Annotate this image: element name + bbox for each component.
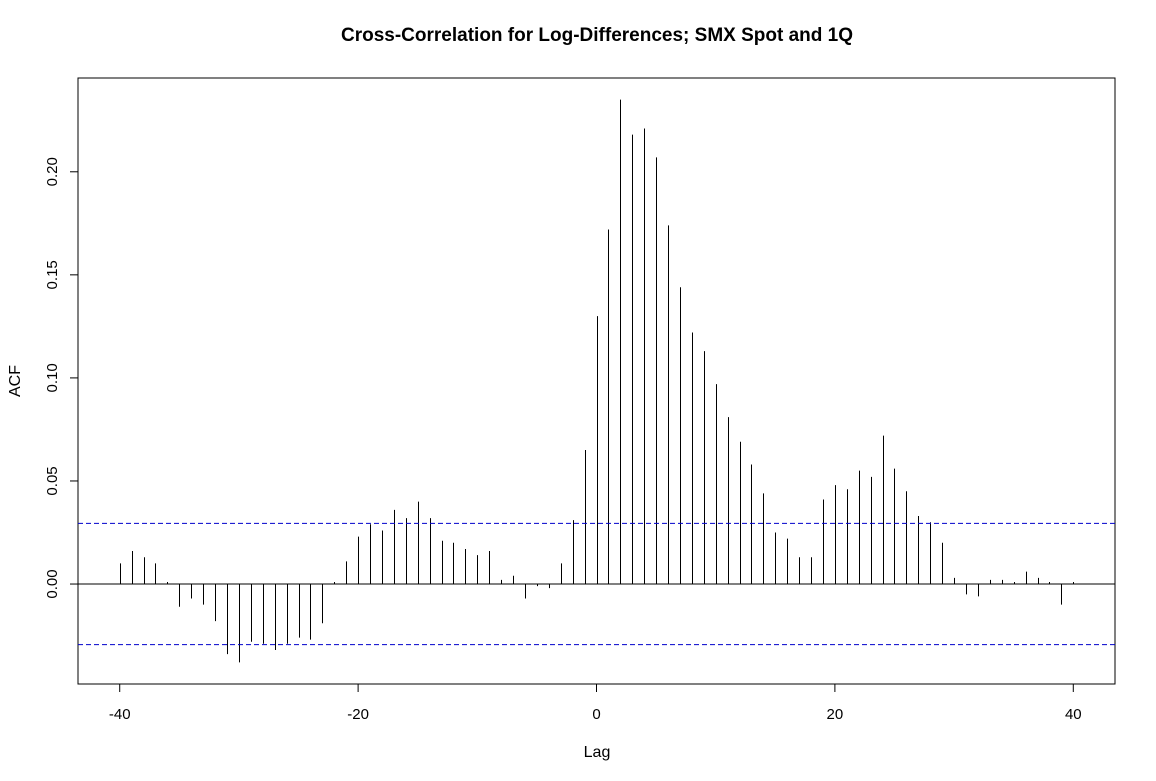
confidence-bounds [78, 522, 1115, 646]
y-tick-label: 0.05 [44, 466, 61, 495]
y-tick-label: 0.10 [44, 363, 61, 392]
x-axis-label: Lag [584, 744, 611, 761]
x-axis: -40 -20 0 20 40 [109, 684, 1082, 723]
x-tick-label: -40 [109, 706, 131, 723]
y-axis: 0.00 0.05 0.10 0.15 0.20 [44, 157, 78, 599]
x-tick-label: 20 [827, 706, 844, 723]
y-axis-label: ACF [7, 365, 24, 397]
y-tick-label: 0.15 [44, 260, 61, 289]
x-tick-label: 0 [592, 706, 600, 723]
spike-series [78, 99, 1115, 663]
plot-frame [77, 77, 1116, 685]
x-tick-label: 40 [1065, 706, 1082, 723]
y-tick-label: 0.00 [44, 569, 61, 598]
y-tick-label: 0.20 [44, 157, 61, 186]
x-tick-label: -20 [347, 706, 369, 723]
chart-title: Cross-Correlation for Log-Differences; S… [341, 25, 853, 46]
